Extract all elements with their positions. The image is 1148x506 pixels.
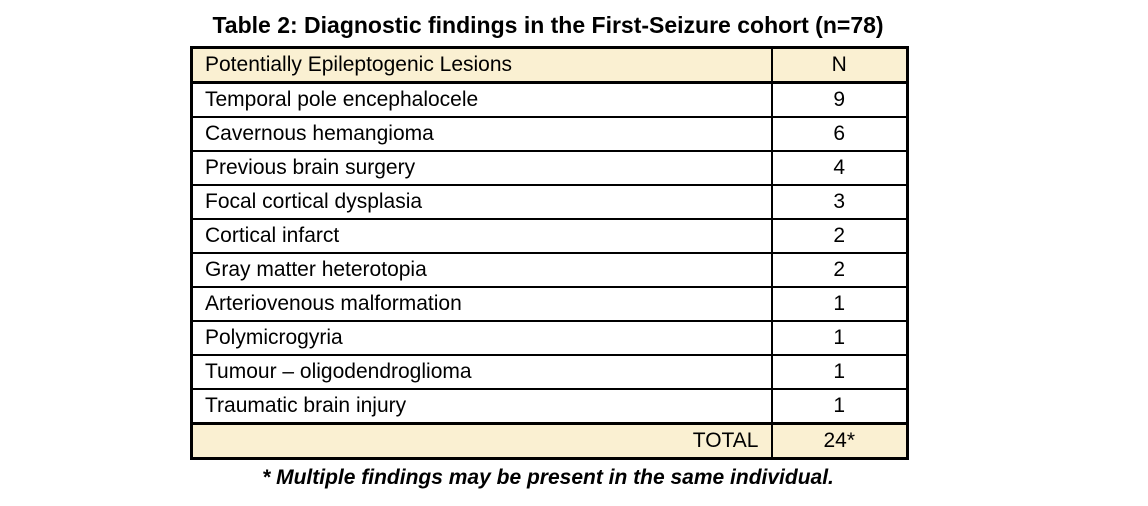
table-row: Arteriovenous malformation 1	[190, 286, 909, 322]
n-cell: 1	[770, 286, 909, 322]
n-cell: 4	[770, 150, 909, 186]
lesion-cell: Traumatic brain injury	[190, 388, 773, 425]
n-cell: 2	[770, 218, 909, 254]
total-value-cell: 24*	[770, 422, 909, 460]
lesion-cell: Focal cortical dysplasia	[190, 184, 773, 220]
lesion-cell: Temporal pole encephalocele	[190, 81, 773, 118]
table-row: Cortical infarct 2	[190, 218, 909, 254]
n-cell: 2	[770, 252, 909, 288]
table-row: Polymicrogyria 1	[190, 320, 909, 356]
table-row: Traumatic brain injury 1	[190, 388, 909, 425]
lesion-cell: Gray matter heterotopia	[190, 252, 773, 288]
table-footnote: * Multiple findings may be present in th…	[262, 466, 834, 489]
header-lesions-cell: Potentially Epileptogenic Lesions	[190, 46, 773, 84]
table-row: Temporal pole encephalocele 9	[190, 81, 909, 118]
diagnostic-findings-table: Potentially Epileptogenic Lesions N Temp…	[190, 46, 909, 460]
n-cell: 1	[770, 354, 909, 390]
total-label-cell: TOTAL	[190, 422, 773, 460]
lesion-cell: Polymicrogyria	[190, 320, 773, 356]
lesion-cell: Previous brain surgery	[190, 150, 773, 186]
table-row: Gray matter heterotopia 2	[190, 252, 909, 288]
total-row: TOTAL 24*	[190, 422, 909, 460]
n-cell: 9	[770, 81, 909, 118]
table-row: Cavernous hemangioma 6	[190, 116, 909, 152]
table-row: Previous brain surgery 4	[190, 150, 909, 186]
header-n-cell: N	[770, 46, 909, 84]
n-cell: 1	[770, 388, 909, 425]
table-row: Tumour – oligodendroglioma 1	[190, 354, 909, 390]
lesion-cell: Cortical infarct	[190, 218, 773, 254]
n-cell: 1	[770, 320, 909, 356]
table2-container: Table 2: Diagnostic findings in the Firs…	[190, 10, 909, 490]
header-row: Potentially Epileptogenic Lesions N	[190, 46, 909, 84]
lesion-cell: Cavernous hemangioma	[190, 116, 773, 152]
lesion-cell: Arteriovenous malformation	[190, 286, 773, 322]
lesion-cell: Tumour – oligodendroglioma	[190, 354, 773, 390]
n-cell: 6	[770, 116, 909, 152]
table-row: Focal cortical dysplasia 3	[190, 184, 909, 220]
n-cell: 3	[770, 184, 909, 220]
table-title: Table 2: Diagnostic findings in the Firs…	[212, 12, 884, 38]
